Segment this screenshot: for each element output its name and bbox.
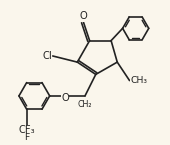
Text: F: F (24, 133, 29, 142)
Text: O: O (61, 93, 69, 103)
Text: CH₂: CH₂ (78, 100, 92, 109)
Text: CF₃: CF₃ (18, 125, 35, 135)
Text: Cl: Cl (42, 51, 52, 61)
Text: CH₃: CH₃ (131, 76, 148, 85)
Text: O: O (80, 11, 87, 21)
